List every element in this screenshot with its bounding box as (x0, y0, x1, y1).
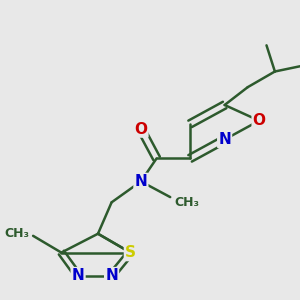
Text: O: O (134, 122, 147, 136)
Text: CH₃: CH₃ (174, 196, 200, 209)
Text: N: N (218, 132, 231, 147)
Text: O: O (253, 113, 266, 128)
Text: S: S (125, 245, 136, 260)
Text: N: N (105, 268, 118, 283)
Text: CH₃: CH₃ (4, 227, 29, 240)
Text: N: N (134, 174, 147, 189)
Text: N: N (72, 268, 85, 283)
